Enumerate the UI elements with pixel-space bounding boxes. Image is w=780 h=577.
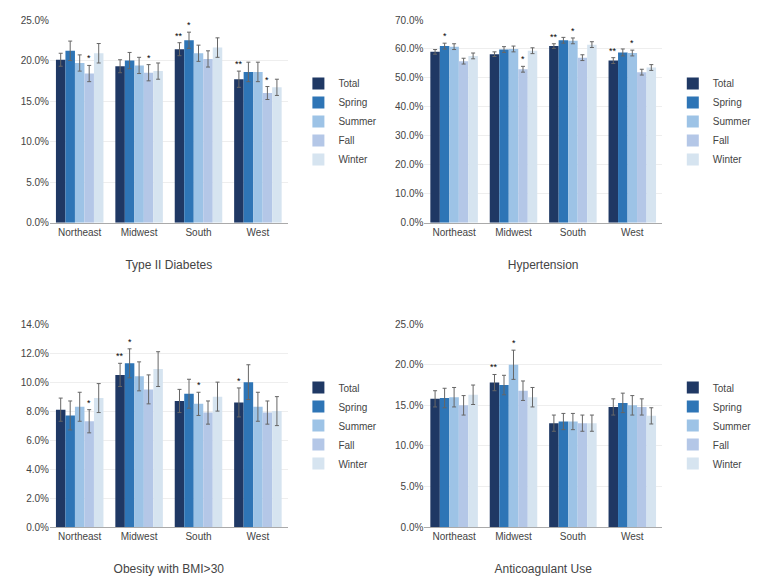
svg-text:12.0%: 12.0%: [21, 348, 49, 359]
svg-text:6.0%: 6.0%: [26, 435, 49, 446]
svg-text:0.0%: 0.0%: [26, 217, 49, 228]
svg-text:Total: Total: [338, 78, 359, 89]
svg-text:Spring: Spring: [338, 402, 367, 413]
svg-text:10.0%: 10.0%: [21, 136, 49, 147]
svg-text:Summer: Summer: [713, 421, 751, 432]
svg-text:Winter: Winter: [338, 154, 368, 165]
svg-text:2.0%: 2.0%: [26, 493, 49, 504]
svg-text:Winter: Winter: [713, 459, 743, 470]
svg-text:Summer: Summer: [338, 116, 376, 127]
svg-text:20.0%: 20.0%: [395, 159, 423, 170]
svg-text:Hypertension: Hypertension: [508, 258, 579, 272]
svg-text:0.0%: 0.0%: [26, 522, 49, 533]
svg-text:**: **: [235, 59, 243, 69]
svg-text:Type II Diabetes: Type II Diabetes: [125, 258, 212, 272]
svg-text:0.0%: 0.0%: [401, 217, 424, 228]
svg-text:Midwest: Midwest: [121, 531, 158, 542]
svg-text:Total: Total: [338, 383, 359, 394]
svg-text:Summer: Summer: [338, 421, 376, 432]
svg-text:Northeast: Northeast: [432, 531, 476, 542]
svg-text:10.0%: 10.0%: [21, 377, 49, 388]
svg-text:5.0%: 5.0%: [401, 481, 424, 492]
svg-text:Midwest: Midwest: [495, 227, 532, 238]
svg-text:South: South: [560, 531, 586, 542]
svg-text:*: *: [521, 54, 525, 64]
svg-text:0.0%: 0.0%: [401, 522, 424, 533]
svg-text:West: West: [247, 227, 270, 238]
svg-text:West: West: [621, 227, 644, 238]
svg-text:*: *: [87, 398, 91, 408]
svg-text:*: *: [630, 38, 634, 48]
svg-text:Total: Total: [713, 383, 734, 394]
svg-text:20.0%: 20.0%: [21, 55, 49, 66]
svg-text:Winter: Winter: [338, 459, 368, 470]
svg-text:South: South: [185, 227, 211, 238]
svg-text:70.0%: 70.0%: [395, 15, 423, 26]
svg-text:West: West: [247, 531, 270, 542]
svg-text:**: **: [116, 351, 124, 361]
svg-text:*: *: [87, 53, 91, 63]
svg-text:Spring: Spring: [338, 97, 367, 108]
svg-text:14.0%: 14.0%: [21, 319, 49, 330]
svg-text:Fall: Fall: [338, 440, 354, 451]
svg-text:15.0%: 15.0%: [395, 400, 423, 411]
svg-text:5.0%: 5.0%: [26, 177, 49, 188]
svg-text:*: *: [128, 337, 132, 347]
svg-text:**: **: [175, 31, 183, 41]
svg-text:Summer: Summer: [713, 116, 751, 127]
svg-text:8.0%: 8.0%: [26, 406, 49, 417]
svg-text:*: *: [147, 53, 151, 63]
svg-text:Spring: Spring: [713, 97, 742, 108]
svg-text:4.0%: 4.0%: [26, 464, 49, 475]
svg-text:Midwest: Midwest: [495, 531, 532, 542]
svg-text:Fall: Fall: [713, 135, 729, 146]
svg-text:60.0%: 60.0%: [395, 43, 423, 54]
svg-text:Fall: Fall: [713, 440, 729, 451]
svg-text:Northeast: Northeast: [58, 227, 102, 238]
svg-text:Northeast: Northeast: [432, 227, 476, 238]
svg-text:20.0%: 20.0%: [395, 359, 423, 370]
svg-text:*: *: [187, 20, 191, 30]
svg-text:10.0%: 10.0%: [395, 188, 423, 199]
svg-text:15.0%: 15.0%: [21, 96, 49, 107]
svg-text:*: *: [197, 380, 201, 390]
svg-text:Anticoagulant Use: Anticoagulant Use: [494, 562, 592, 576]
svg-text:*: *: [571, 26, 575, 36]
svg-text:25.0%: 25.0%: [21, 15, 49, 26]
svg-text:*: *: [265, 75, 269, 85]
svg-text:Total: Total: [713, 78, 734, 89]
svg-text:*: *: [512, 338, 516, 348]
svg-text:Obesity with BMI>30: Obesity with BMI>30: [114, 562, 225, 576]
svg-text:Spring: Spring: [713, 402, 742, 413]
svg-text:40.0%: 40.0%: [395, 101, 423, 112]
svg-text:South: South: [185, 531, 211, 542]
svg-text:*: *: [443, 31, 447, 41]
svg-text:30.0%: 30.0%: [395, 130, 423, 141]
svg-text:50.0%: 50.0%: [395, 72, 423, 83]
svg-text:**: **: [609, 46, 617, 56]
svg-text:25.0%: 25.0%: [395, 319, 423, 330]
svg-text:*: *: [237, 376, 241, 386]
svg-text:South: South: [560, 227, 586, 238]
svg-text:West: West: [621, 531, 644, 542]
svg-text:Winter: Winter: [713, 154, 743, 165]
svg-text:10.0%: 10.0%: [395, 440, 423, 451]
svg-text:Fall: Fall: [338, 135, 354, 146]
svg-text:**: **: [490, 362, 498, 372]
svg-text:Northeast: Northeast: [58, 531, 102, 542]
svg-text:Midwest: Midwest: [121, 227, 158, 238]
svg-text:**: **: [550, 32, 558, 42]
